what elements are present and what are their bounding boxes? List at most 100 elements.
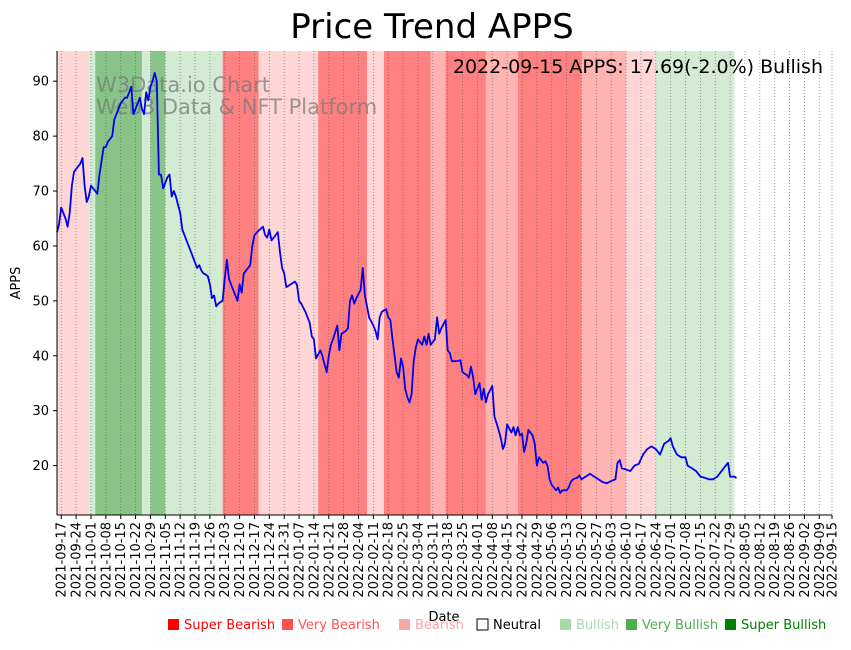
sentiment-band — [318, 51, 367, 515]
x-tick-label: 2022-05-27 — [590, 522, 605, 598]
x-tick-label: 2021-12-03 — [218, 522, 233, 598]
sentiment-band — [485, 51, 518, 515]
y-tick-label: 30 — [32, 404, 49, 419]
legend-swatch — [399, 619, 410, 630]
x-tick-label: 2021-11-05 — [159, 522, 174, 598]
watermark-line-1: W3Data.io Chart — [96, 73, 270, 97]
x-tick-label: 2022-07-22 — [709, 522, 724, 598]
x-tick-label: 2022-04-29 — [530, 522, 545, 598]
x-tick-label: 2021-11-26 — [203, 522, 218, 598]
x-tick-label: 2021-10-29 — [144, 522, 159, 598]
x-tick-label: 2022-05-13 — [560, 522, 575, 598]
x-tick-label: 2022-07-01 — [664, 522, 679, 598]
x-tick-label: 2022-02-04 — [352, 522, 367, 598]
x-tick-label: 2021-10-08 — [99, 522, 114, 598]
sentiment-band — [222, 51, 259, 515]
x-tick-label: 2022-09-02 — [798, 522, 813, 598]
x-tick-label: 2022-08-19 — [768, 522, 783, 598]
legend: Super Bearish Very Bearish Bearish Neutral B… — [168, 618, 826, 633]
legend-label: Bearish — [415, 618, 464, 633]
x-tick-label: 2022-04-01 — [471, 522, 486, 598]
y-tick-label: 80 — [32, 130, 49, 145]
x-tick-label: 2022-09-15 — [826, 522, 841, 598]
x-tick-label: 2022-03-04 — [411, 522, 426, 598]
legend-swatch — [725, 619, 736, 630]
x-tick-label: 2022-01-28 — [337, 522, 352, 598]
x-tick-label: 2022-04-22 — [516, 522, 531, 598]
x-grid — [60, 51, 833, 515]
x-tick-label: 2022-07-08 — [679, 522, 694, 598]
x-tick-label: 2022-03-25 — [456, 522, 471, 598]
legend-swatch — [282, 619, 293, 630]
x-tick-label: 2022-02-25 — [397, 522, 412, 598]
x-tick-label: 2021-12-10 — [233, 522, 248, 598]
sentiment-band — [258, 51, 319, 515]
x-tick-label: 2021-11-12 — [174, 522, 189, 598]
x-tick-label: 2021-12-24 — [263, 522, 278, 598]
x-tick-label: 2022-06-03 — [605, 522, 620, 598]
axes — [56, 51, 832, 516]
x-tick-label: 2022-06-10 — [620, 522, 635, 598]
x-tick-label: 2022-04-15 — [501, 522, 516, 598]
x-tick-label: 2022-05-06 — [545, 522, 560, 598]
y-tick-label: 90 — [32, 75, 49, 90]
sentiment-band — [150, 51, 166, 515]
x-tick-label: 2022-01-14 — [307, 522, 322, 598]
sentiment-band — [445, 51, 486, 515]
x-axis-ticks: 2021-09-17 2021-09-24 2021-10-01 2021-10-08… — [55, 515, 841, 598]
sentiment-band — [95, 51, 142, 515]
x-tick-label: 2022-04-08 — [486, 522, 501, 598]
x-tick-label: 2021-12-31 — [278, 522, 293, 598]
sentiment-band — [655, 51, 735, 515]
watermark-line-2: Web3 Data & NFT Platform — [96, 95, 377, 119]
y-axis-label: APPS — [9, 267, 24, 300]
y-tick-label: 40 — [32, 349, 49, 364]
x-tick-label: 2021-10-22 — [129, 522, 144, 598]
x-tick-label: 2021-12-17 — [248, 522, 263, 598]
sentiment-band — [165, 51, 223, 515]
x-tick-label: 2022-01-21 — [322, 522, 337, 598]
x-axis-label: Date — [428, 610, 459, 625]
x-tick-label: 2021-09-24 — [70, 522, 85, 598]
x-tick-label: 2022-08-12 — [753, 522, 768, 598]
x-tick-label: 2022-02-18 — [382, 522, 397, 598]
sentiment-band — [57, 51, 89, 515]
legend-label: Neutral — [493, 618, 541, 633]
sentiment-band — [517, 51, 582, 515]
legend-label: Super Bullish — [741, 618, 826, 633]
y-tick-label: 50 — [32, 294, 49, 309]
price-line — [56, 72, 738, 494]
x-tick-label: 2021-10-15 — [114, 522, 129, 598]
x-tick-label: 2022-08-05 — [738, 522, 753, 598]
x-tick-label: 2022-06-24 — [649, 522, 664, 598]
x-tick-label: 2022-01-07 — [293, 522, 308, 598]
legend-label: Very Bullish — [642, 618, 718, 633]
x-tick-label: 2021-11-19 — [189, 522, 204, 598]
x-tick-label: 2022-07-29 — [724, 522, 739, 598]
x-tick-label: 2022-07-15 — [694, 522, 709, 598]
legend-label: Very Bearish — [298, 618, 380, 633]
legend-swatch — [168, 619, 179, 630]
y-tick-label: 60 — [32, 239, 49, 254]
price-series — [56, 72, 738, 494]
legend-label: Super Bearish — [184, 618, 275, 633]
sentiment-bands — [57, 51, 735, 515]
latest-price-annotation: 2022-09-15 APPS: 17.69(-2.0%) Bullish — [453, 56, 823, 78]
legend-swatch — [560, 619, 571, 630]
y-tick-label: 20 — [32, 459, 49, 474]
legend-swatch — [476, 618, 489, 631]
y-axis-ticks: 20 30 40 50 60 70 80 90 — [32, 75, 57, 474]
chart-title: Price Trend APPS — [290, 7, 573, 47]
sentiment-band — [383, 51, 431, 515]
x-tick-label: 2022-08-26 — [783, 522, 798, 598]
x-tick-label: 2022-02-11 — [367, 522, 382, 598]
x-tick-label: 2022-05-20 — [575, 522, 590, 598]
y-tick-label: 70 — [32, 185, 49, 200]
sentiment-band — [141, 51, 151, 515]
x-tick-label: 2022-06-17 — [634, 522, 649, 598]
x-tick-label: 2022-03-18 — [441, 522, 456, 598]
x-tick-label: 2022-09-09 — [813, 522, 828, 598]
sentiment-band — [88, 51, 96, 515]
